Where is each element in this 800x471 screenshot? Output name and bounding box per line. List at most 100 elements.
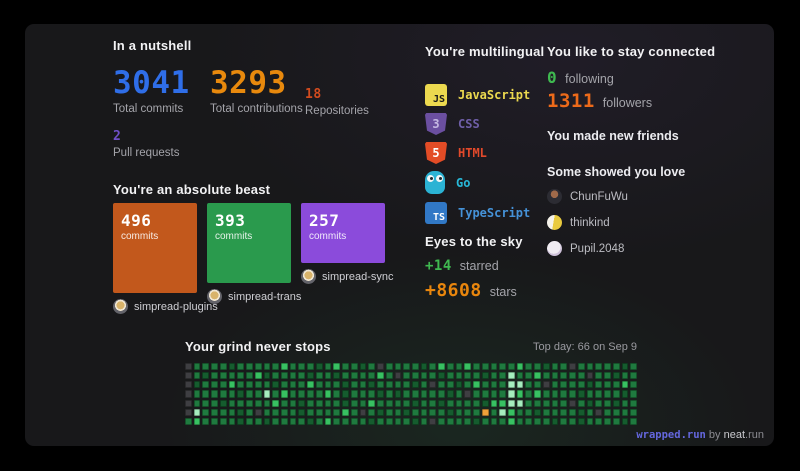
heatmap-cell	[577, 399, 585, 407]
heatmap-cell	[586, 408, 594, 416]
heatmap-cell	[219, 417, 227, 425]
heatmap-cell	[612, 363, 620, 371]
heatmap-cell	[577, 417, 585, 425]
heatmap-cell	[551, 408, 559, 416]
heatmap-cell	[219, 390, 227, 398]
eyes-section: Eyes to the sky +14 starred +8608 stars	[425, 234, 555, 304]
heatmap-cell	[551, 390, 559, 398]
grind-section: Your grind never stops Top day: 66 on Se…	[185, 339, 637, 434]
heatmap-cell	[420, 372, 428, 380]
heatmap-cell	[315, 381, 323, 389]
heatmap-cell	[411, 408, 419, 416]
heatmap-cell	[612, 399, 620, 407]
heatmap-cell	[246, 381, 253, 389]
heatmap-cell	[289, 372, 297, 380]
heatmap-cell	[490, 417, 498, 425]
followers-stat: 1311 followers	[547, 90, 652, 112]
heatmap-cell	[385, 363, 393, 371]
heatmap-cell	[411, 363, 419, 371]
repo-link-simpread-plugins[interactable]: simpread-plugins	[113, 299, 218, 314]
heatmap-cell	[315, 390, 323, 398]
heatmap-cell	[272, 381, 280, 389]
beast-section: You're an absolute beast 496 commits 393…	[113, 182, 403, 327]
heatmap-cell	[193, 381, 201, 389]
heatmap-cell	[569, 399, 576, 407]
heatmap-cell	[481, 372, 489, 380]
heatmap-cell	[595, 381, 603, 389]
heatmap-cell	[377, 390, 384, 398]
heatmap-cell	[219, 372, 227, 380]
heatmap-cell	[385, 390, 393, 398]
repo-link-simpread-trans[interactable]: simpread-trans	[207, 289, 301, 304]
lang-label: TypeScript	[458, 206, 531, 220]
heatmap-cell	[333, 372, 341, 380]
heatmap-cell	[577, 363, 585, 371]
heatmap-cell	[411, 399, 419, 407]
heatmap-cell	[237, 417, 245, 425]
heatmap-cell	[359, 417, 367, 425]
heatmap-cell	[516, 372, 524, 380]
heatmap-cell	[315, 408, 323, 416]
heatmap-cell	[490, 390, 498, 398]
heatmap-cell	[464, 363, 472, 371]
person-link-pupil2048[interactable]: Pupil.2048	[547, 241, 624, 256]
heatmap-cell	[516, 399, 524, 407]
repo-name: simpread-trans	[228, 290, 302, 303]
heatmap-cell	[595, 408, 603, 416]
repo-link-simpread-sync[interactable]: simpread-sync	[301, 269, 394, 284]
starred-label: starred	[459, 259, 499, 273]
heatmap-cell	[298, 417, 306, 425]
heatmap-cell	[630, 363, 637, 371]
heatmap-cell	[359, 381, 367, 389]
heatmap-cell	[499, 417, 507, 425]
heatmap-cell	[315, 417, 323, 425]
footer-credit-link[interactable]: wrapped.run by neat.run	[636, 429, 764, 441]
heatmap-cell	[342, 363, 349, 371]
heatmap-cell	[499, 408, 507, 416]
heatmap-cell	[263, 372, 271, 380]
heatmap-cell	[403, 363, 410, 371]
heatmap-cell	[281, 408, 288, 416]
heatmap-cell	[185, 372, 192, 380]
heatmap-cell	[228, 390, 236, 398]
heatmap-cell	[455, 399, 463, 407]
heatmap-cell	[254, 372, 262, 380]
heatmap-cell	[595, 417, 603, 425]
go-gopher-icon	[425, 171, 445, 194]
heatmap-cell	[604, 399, 611, 407]
heatmap-cell	[272, 372, 280, 380]
heatmap-cell	[237, 363, 245, 371]
heatmap-cell	[473, 381, 480, 389]
heatmap-cell	[315, 363, 323, 371]
heatmap-cell	[455, 417, 463, 425]
heatmap-cell	[621, 381, 629, 389]
heatmap-cell	[446, 399, 454, 407]
heatmap-cell	[499, 381, 507, 389]
heatmap-cell	[560, 381, 568, 389]
repo-avatar	[113, 299, 128, 314]
heatmap-cell	[342, 372, 349, 380]
person-link-chunfuwu[interactable]: ChunFuWu	[547, 189, 628, 204]
heatmap-cell	[333, 363, 341, 371]
heatmap-cell	[473, 390, 480, 398]
heatmap-cell	[228, 417, 236, 425]
heatmap-cell	[193, 372, 201, 380]
heatmap-cell	[377, 408, 384, 416]
heatmap-cell	[516, 390, 524, 398]
heatmap-cell	[560, 372, 568, 380]
heatmap-cell	[455, 408, 463, 416]
repo-name: simpread-sync	[322, 270, 394, 283]
heatmap-cell	[516, 408, 524, 416]
person-link-thinkind[interactable]: thinkind	[547, 215, 610, 230]
heatmap-cell	[542, 399, 550, 407]
heatmap-cell	[289, 408, 297, 416]
heatmap-cell	[394, 417, 402, 425]
heatmap-cell	[586, 390, 594, 398]
heatmap-cell	[525, 408, 533, 416]
heatmap-cell	[429, 381, 437, 389]
person-avatar	[547, 215, 562, 230]
followers-value: 1311	[547, 90, 595, 112]
heatmap-cell	[307, 417, 314, 425]
heatmap-cell	[403, 381, 410, 389]
heatmap-cell	[342, 381, 349, 389]
